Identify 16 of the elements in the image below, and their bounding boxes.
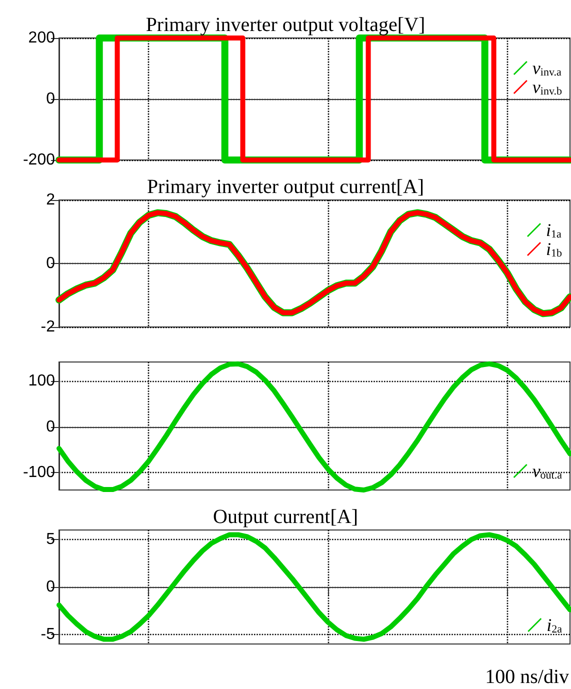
y-tick-label: 200 — [28, 30, 56, 46]
chart-title: Primary inverter output current[A] — [146, 176, 424, 198]
y-tick-label: 2 — [46, 192, 56, 208]
y-tick-label: 0 — [46, 255, 56, 272]
y-tick-label: -5 — [40, 626, 56, 643]
y-tick-label: 0 — [46, 418, 56, 436]
chart-title: Output current[A] — [213, 506, 358, 528]
y-tick-label: -2 — [40, 318, 56, 336]
y-tick-label: -100 — [22, 464, 56, 482]
y-tick-label: 0 — [46, 578, 56, 596]
y-tick-label: -200 — [22, 152, 56, 168]
chart-title: Primary inverter output voltage[V] — [146, 14, 426, 36]
text: 100 ns/div — [485, 666, 570, 688]
y-tick-label: 100 — [28, 372, 56, 390]
y-tick-label: 5 — [46, 531, 56, 548]
y-tick-label: 0 — [46, 90, 56, 108]
